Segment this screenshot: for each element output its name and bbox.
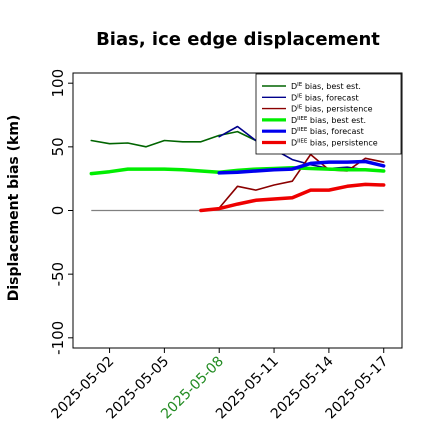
y-tick-label-4: 100 [49,69,67,98]
series-line-5 [199,182,386,213]
series-line-2 [200,153,385,212]
y-tick-label-3: 50 [49,137,67,156]
series-line-3 [89,166,386,176]
legend-box [255,73,402,155]
y-tick-label-1: -50 [49,262,67,287]
chart-title: Bias, ice edge displacement [96,29,380,50]
legend-label-5: DIIEE bias, persistence [291,139,378,148]
legend-label-3: DIIEE bias, best est. [291,116,366,125]
series-line-0 [90,130,257,148]
y-axis: -100 -50 0 50 100 [49,69,73,355]
legend-label-1: DIE bias, forecast [291,93,359,102]
series-line-4 [217,159,386,175]
legend-label-4: DIIEE bias, forecast [291,127,364,136]
legend-label-0: DIE bias, best est. [291,82,361,91]
y-axis-label: Displacement bias (km) [6,115,22,302]
y-tick-label-2: 0 [49,206,67,216]
y-tick-label-0: -100 [49,321,67,355]
series-layer [89,125,386,213]
legend-label-2: DIE bias, persistence [291,105,373,114]
legend: DIE bias, best est. DIE bias, forecast DIE… [255,73,402,155]
